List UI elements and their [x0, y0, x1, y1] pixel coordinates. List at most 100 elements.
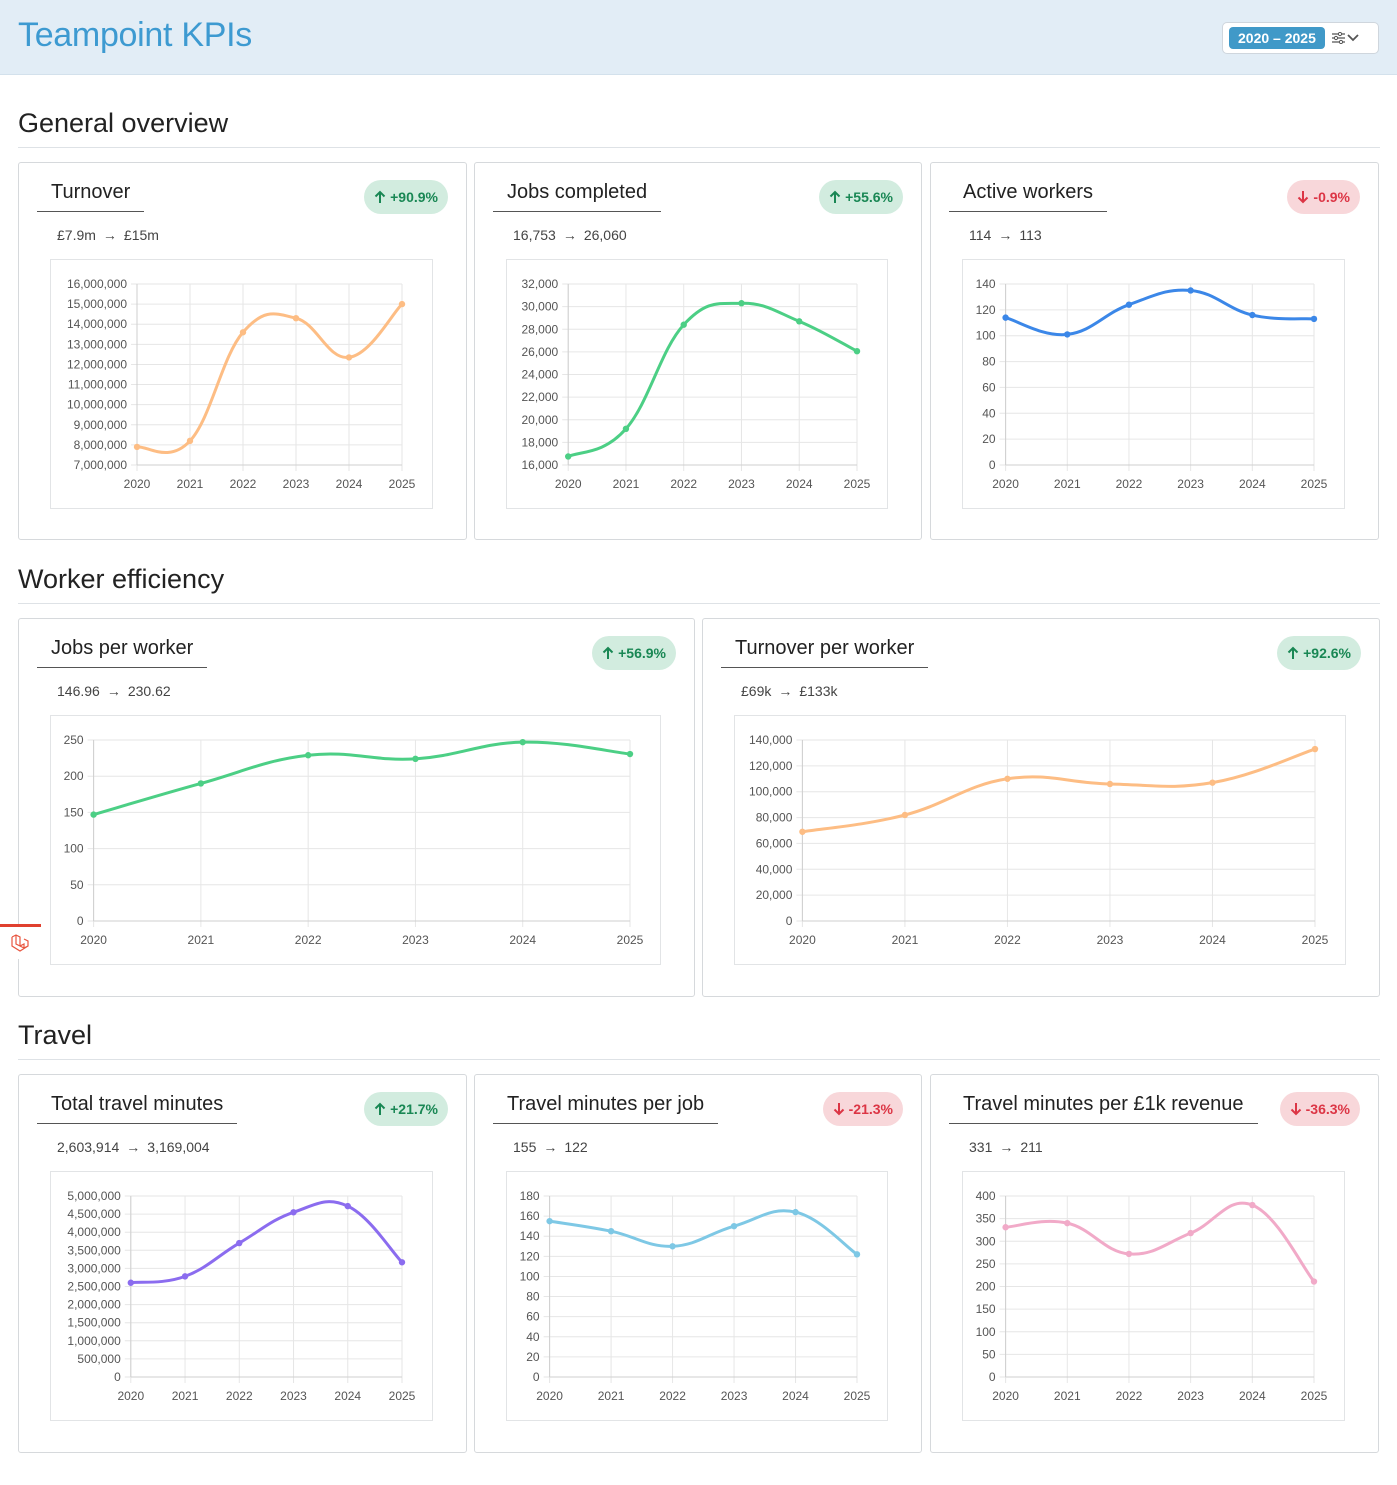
y-tick-label: 180: [520, 1189, 540, 1203]
data-point[interactable]: [1249, 311, 1256, 319]
x-tick-label: 2023: [1097, 933, 1124, 947]
y-tick-label: 60,000: [756, 836, 793, 850]
data-point[interactable]: [565, 453, 572, 460]
y-tick-label: 100: [976, 329, 996, 343]
series-line: [549, 1209, 858, 1256]
data-point[interactable]: [292, 314, 300, 322]
data-point[interactable]: [1064, 331, 1071, 338]
y-tick-label: 40: [526, 1330, 540, 1344]
data-point[interactable]: [901, 811, 909, 819]
x-tick-label: 2020: [789, 933, 816, 947]
arrow-right-icon: →: [999, 1139, 1014, 1155]
data-point[interactable]: [669, 1243, 676, 1250]
line-chart-turnover-per-worker: 0 20,000 40,000 60,000 80,000 100,000 120,000 1…: [734, 715, 1346, 965]
y-tick-label: 4,000,000: [67, 1225, 121, 1239]
data-point[interactable]: [796, 318, 803, 325]
data-point[interactable]: [1125, 301, 1133, 308]
data-point[interactable]: [236, 1239, 243, 1247]
data-point[interactable]: [398, 1259, 406, 1266]
to-value: 26,060: [583, 227, 627, 243]
section-title-general-overview: General overview: [18, 108, 229, 138]
from-value: 2,603,914: [57, 1139, 120, 1155]
y-tick-label: 350: [976, 1212, 996, 1226]
data-point[interactable]: [133, 443, 141, 451]
data-point[interactable]: [607, 1227, 615, 1235]
value-range: 155 → 122: [513, 1139, 588, 1155]
data-point[interactable]: [1187, 1229, 1194, 1237]
data-point[interactable]: [127, 1279, 134, 1286]
date-range-picker[interactable]: 2020 – 2025: [1222, 22, 1379, 54]
data-point[interactable]: [792, 1208, 799, 1216]
data-point[interactable]: [1004, 775, 1011, 782]
data-point[interactable]: [412, 755, 419, 763]
change-value: -21.3%: [848, 1101, 893, 1117]
y-tick-label: 140: [520, 1229, 540, 1243]
data-point[interactable]: [799, 828, 806, 835]
y-tick-label: 26,000: [521, 345, 558, 359]
data-point[interactable]: [1064, 1219, 1071, 1227]
x-tick-label: 2021: [613, 477, 640, 491]
data-point[interactable]: [1310, 315, 1318, 323]
data-point[interactable]: [345, 354, 353, 361]
data-point[interactable]: [1002, 314, 1009, 321]
data-point[interactable]: [1311, 745, 1319, 753]
x-tick-label: 2024: [1239, 477, 1266, 491]
data-point[interactable]: [546, 1217, 553, 1225]
data-point[interactable]: [626, 750, 634, 758]
line-chart-turnover: 7,000,000 8,000,000 9,000,000 10,000,000 11,…: [50, 259, 433, 509]
arrow-down-icon: [1298, 191, 1309, 204]
from-value: £69k: [741, 683, 772, 699]
data-point[interactable]: [622, 425, 630, 432]
arrow-down-icon: [1290, 1103, 1301, 1116]
x-tick-label: 2025: [389, 477, 416, 491]
kpi-card-turnover: Turnover +90.9% £7.9m → £15m 7,000,000 8,00…: [18, 162, 467, 540]
change-badge: -21.3%: [822, 1092, 903, 1126]
data-point[interactable]: [1002, 1224, 1009, 1231]
data-point[interactable]: [853, 347, 861, 355]
x-tick-label: 2022: [670, 477, 697, 491]
data-point[interactable]: [1106, 780, 1114, 788]
data-point[interactable]: [304, 752, 312, 759]
data-point[interactable]: [90, 811, 97, 818]
y-tick-label: 100: [976, 1325, 996, 1339]
to-value: 113: [1019, 227, 1042, 243]
line-chart-jobs-completed: 16,000 18,000 20,000 22,000 24,000 26,000 28,0…: [506, 259, 888, 509]
data-point[interactable]: [738, 300, 745, 307]
x-tick-label: 2025: [844, 477, 871, 491]
data-point[interactable]: [1249, 1201, 1256, 1209]
y-tick-label: 1,000,000: [67, 1334, 121, 1348]
data-point[interactable]: [344, 1202, 351, 1210]
x-tick-label: 2022: [295, 933, 322, 947]
data-point[interactable]: [239, 329, 247, 336]
arrow-right-icon: →: [543, 1139, 558, 1155]
y-tick-label: 5,000,000: [67, 1189, 121, 1203]
y-tick-label: 16,000: [521, 458, 558, 472]
line-chart-active-workers: 0 20 40 60 80 100 120 140 2020 2021 2022 2023 2024 20…: [962, 259, 1345, 509]
card-title: Turnover per worker: [721, 637, 929, 668]
debugbar-toggle[interactable]: [0, 924, 41, 959]
x-tick-label: 2023: [283, 477, 310, 491]
arrow-up-icon: [374, 190, 386, 203]
y-tick-label: 80: [982, 355, 996, 369]
data-point[interactable]: [1125, 1250, 1133, 1258]
data-point[interactable]: [1209, 779, 1216, 786]
card-title: Travel minutes per job: [493, 1093, 719, 1124]
data-point[interactable]: [197, 780, 205, 787]
data-point[interactable]: [398, 300, 406, 308]
data-point[interactable]: [680, 321, 687, 328]
change-value: +90.9%: [390, 189, 438, 205]
data-point[interactable]: [290, 1209, 297, 1216]
data-point[interactable]: [853, 1251, 861, 1258]
data-point[interactable]: [1187, 287, 1194, 294]
x-tick-label: 2024: [336, 477, 363, 491]
x-tick-label: 2023: [402, 933, 429, 947]
series-line: [567, 301, 858, 458]
data-point[interactable]: [730, 1222, 738, 1230]
data-point[interactable]: [186, 437, 194, 445]
data-point[interactable]: [519, 738, 526, 746]
data-point[interactable]: [1310, 1278, 1318, 1285]
divider: [18, 603, 1380, 604]
series-line: [802, 747, 1316, 834]
y-tick-label: 32,000: [521, 277, 558, 291]
data-point[interactable]: [181, 1273, 189, 1280]
